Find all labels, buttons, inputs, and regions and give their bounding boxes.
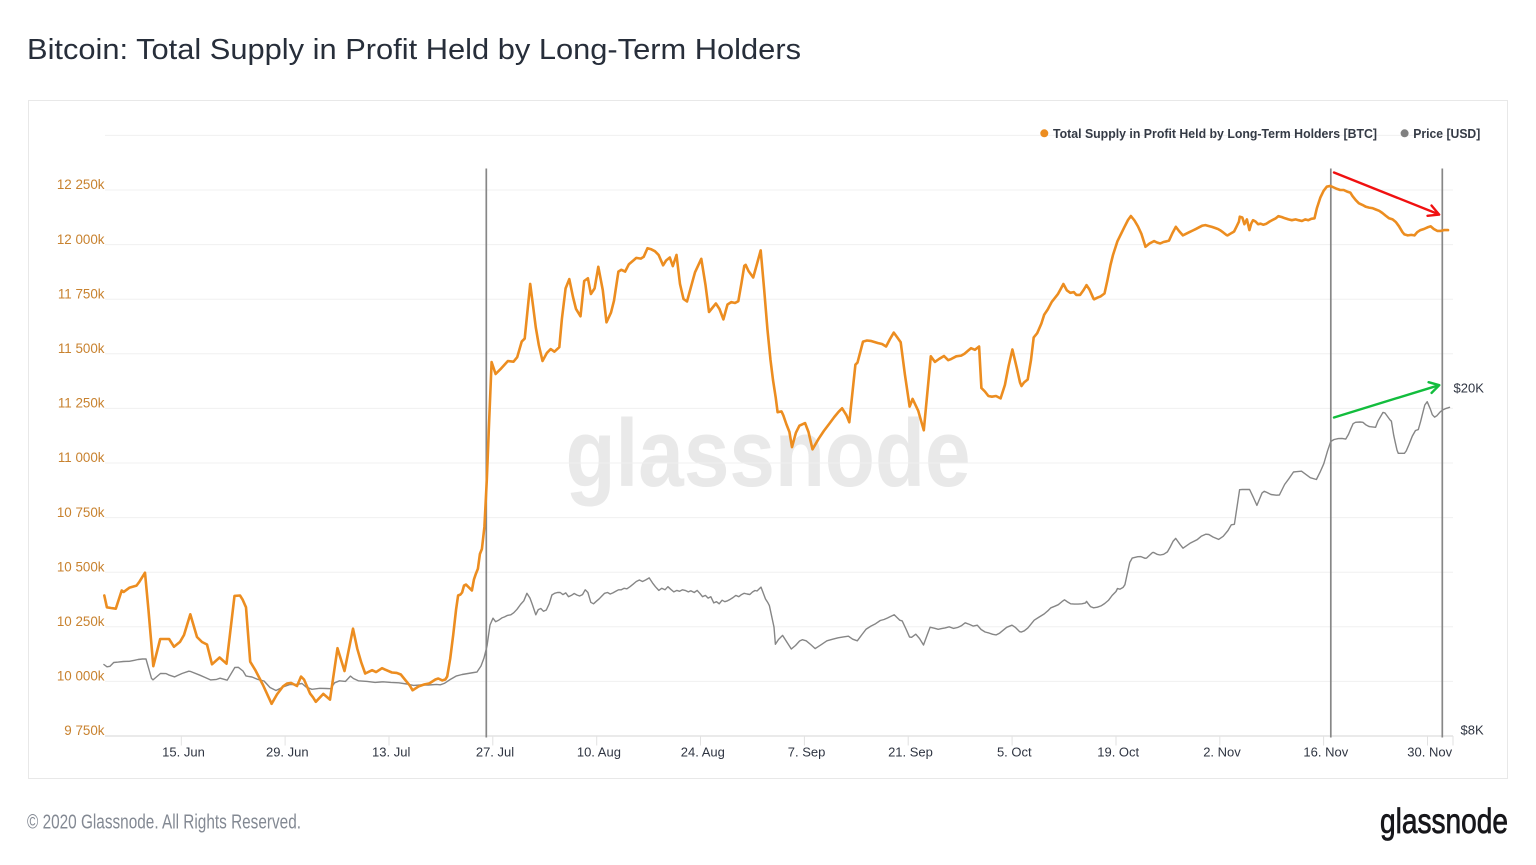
svg-text:12 000k: 12 000k bbox=[57, 232, 105, 247]
svg-text:10 000k: 10 000k bbox=[57, 669, 105, 684]
svg-text:11 500k: 11 500k bbox=[58, 341, 105, 356]
svg-text:29. Jun: 29. Jun bbox=[266, 745, 309, 760]
svg-text:© 2020 Glassnode. All Rights R: © 2020 Glassnode. All Rights Reserved. bbox=[27, 812, 301, 834]
svg-text:27. Jul: 27. Jul bbox=[476, 745, 514, 760]
svg-text:10. Aug: 10. Aug bbox=[577, 745, 621, 760]
svg-text:7. Sep: 7. Sep bbox=[788, 745, 826, 760]
svg-text:11 250k: 11 250k bbox=[58, 396, 105, 411]
svg-text:10 500k: 10 500k bbox=[57, 559, 105, 574]
svg-text:21. Sep: 21. Sep bbox=[888, 745, 933, 760]
svg-text:glassnode: glassnode bbox=[566, 400, 971, 507]
svg-text:$20K: $20K bbox=[1454, 381, 1485, 396]
svg-text:24. Aug: 24. Aug bbox=[681, 745, 725, 760]
svg-text:glassnode: glassnode bbox=[1380, 802, 1508, 841]
svg-text:12 250k: 12 250k bbox=[57, 177, 105, 192]
svg-text:9 750k: 9 750k bbox=[64, 723, 105, 738]
svg-text:19. Oct: 19. Oct bbox=[1097, 745, 1139, 760]
svg-text:10 250k: 10 250k bbox=[57, 614, 105, 629]
svg-text:Price [USD]: Price [USD] bbox=[1413, 127, 1480, 141]
svg-text:13. Jul: 13. Jul bbox=[372, 745, 410, 760]
svg-text:11 000k: 11 000k bbox=[58, 450, 105, 465]
svg-text:16. Nov: 16. Nov bbox=[1303, 745, 1348, 760]
svg-text:10 750k: 10 750k bbox=[57, 505, 105, 520]
svg-text:15. Jun: 15. Jun bbox=[162, 745, 205, 760]
svg-text:5. Oct: 5. Oct bbox=[997, 745, 1032, 760]
svg-text:Total Supply in Profit Held by: Total Supply in Profit Held by Long-Term… bbox=[1053, 127, 1377, 141]
svg-text:2. Nov: 2. Nov bbox=[1203, 745, 1241, 760]
svg-text:11 750k: 11 750k bbox=[58, 286, 105, 301]
svg-text:30. Nov: 30. Nov bbox=[1407, 745, 1452, 760]
svg-text:Bitcoin: Total Supply in Profi: Bitcoin: Total Supply in Profit Held by … bbox=[27, 34, 801, 66]
svg-text:$8K: $8K bbox=[1461, 723, 1484, 738]
